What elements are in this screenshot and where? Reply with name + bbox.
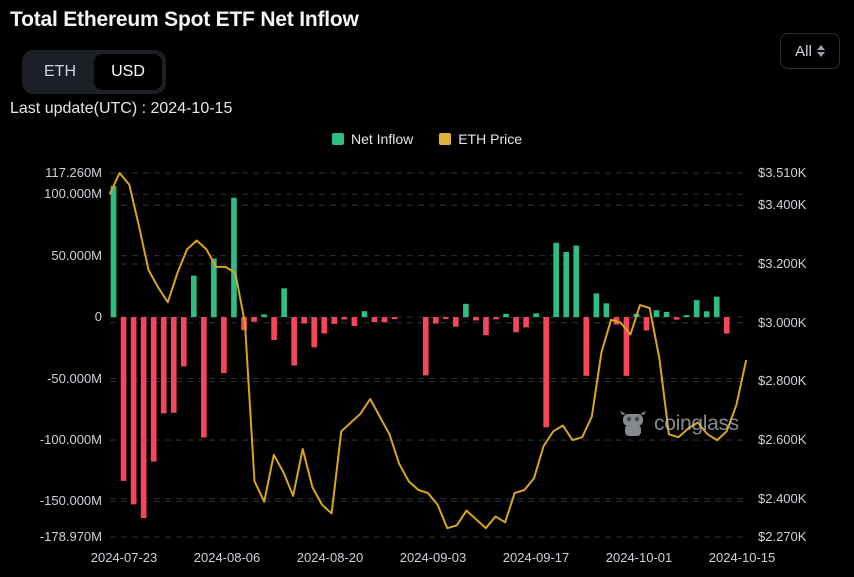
legend-swatch-eth-price — [439, 133, 452, 145]
bar[interactable] — [110, 185, 117, 318]
bar[interactable] — [473, 317, 479, 321]
bar[interactable] — [130, 317, 137, 505]
unit-toggle-usd[interactable]: USD — [94, 54, 162, 90]
bar[interactable] — [311, 317, 318, 348]
y-axis-tick-label: -150.000M — [39, 493, 102, 509]
bar[interactable] — [190, 275, 197, 318]
unit-toggle-eth[interactable]: ETH — [26, 54, 94, 90]
bar[interactable] — [593, 293, 600, 318]
bar[interactable] — [713, 296, 720, 318]
chevron-updown-icon — [816, 45, 825, 57]
bar[interactable] — [603, 303, 610, 318]
bar[interactable] — [493, 317, 499, 320]
bar[interactable] — [261, 314, 267, 318]
bar[interactable] — [331, 317, 338, 324]
y-axis-tick-label: -178.970M — [39, 529, 102, 544]
bar[interactable] — [483, 317, 489, 336]
y2-axis-tick-label: $3.200K — [758, 256, 807, 271]
last-update-label: Last update(UTC) : 2024-10-15 — [10, 100, 233, 117]
y-axis-tick-label: -100.000M — [39, 431, 102, 447]
bar[interactable] — [463, 303, 469, 318]
x-axis-tick-label: 2024-09-03 — [399, 550, 467, 565]
bar[interactable] — [221, 317, 227, 374]
y2-axis-tick-label: $3.510K — [758, 165, 807, 180]
bar[interactable] — [422, 317, 429, 376]
y-axis-tick-label: 50.000M — [51, 247, 102, 263]
y-axis-tick-label: 100.000M — [44, 186, 102, 202]
bar[interactable] — [673, 317, 680, 320]
x-axis-tick-label: 2024-09-17 — [502, 550, 570, 565]
bar[interactable] — [231, 197, 237, 318]
bar[interactable] — [513, 317, 519, 333]
bar[interactable] — [583, 317, 590, 376]
legend-swatch-net-inflow — [331, 133, 344, 145]
legend-item-net-inflow[interactable]: Net Inflow — [331, 131, 414, 147]
price-line — [109, 172, 747, 530]
y2-axis-tick-label: $2.600K — [758, 432, 807, 448]
y2-axis-tick-label: $3.000K — [758, 314, 807, 330]
bar[interactable] — [301, 317, 308, 324]
bar[interactable] — [563, 251, 570, 318]
bar[interactable] — [503, 313, 509, 318]
bar[interactable] — [271, 317, 277, 340]
legend-item-eth-price[interactable]: ETH Price — [439, 131, 522, 147]
bar[interactable] — [663, 311, 670, 318]
bar[interactable] — [573, 245, 580, 318]
bar[interactable] — [442, 317, 449, 320]
bar[interactable] — [150, 317, 157, 462]
bar[interactable] — [523, 317, 529, 328]
y2-axis-tick-label: $3.400K — [758, 197, 807, 213]
y-axis-tick-label: 117.260M — [45, 165, 102, 180]
y2-axis-tick-label: $2.800K — [758, 373, 807, 389]
bar[interactable] — [160, 317, 167, 414]
y2-axis-tick-label: $2.270K — [758, 529, 807, 544]
bar[interactable] — [381, 317, 388, 323]
bar[interactable] — [211, 258, 217, 318]
bar[interactable] — [533, 313, 539, 318]
bar[interactable] — [341, 317, 348, 320]
bar[interactable] — [703, 311, 710, 318]
x-axis-tick-label: 2024-08-20 — [296, 550, 364, 565]
bar[interactable] — [251, 317, 257, 322]
bar[interactable] — [371, 317, 378, 323]
legend-label-eth-price: ETH Price — [458, 131, 523, 147]
bar[interactable] — [140, 317, 147, 519]
bar[interactable] — [543, 317, 549, 428]
page-title: Total Ethereum Spot ETF Net Inflow — [10, 8, 359, 31]
y-axis-tick-label: 0 — [94, 309, 102, 325]
bar[interactable] — [321, 317, 328, 334]
bar[interactable] — [683, 315, 690, 318]
range-select[interactable]: All — [780, 33, 840, 69]
y2-axis-tick-label: $2.400K — [758, 490, 807, 506]
bar[interactable] — [170, 317, 177, 413]
unit-toggle-group[interactable]: ETH USD — [22, 50, 166, 94]
bar[interactable] — [623, 317, 630, 376]
bar[interactable] — [281, 288, 287, 318]
bar[interactable] — [120, 317, 127, 481]
x-axis-tick-label: 2024-10-15 — [708, 550, 776, 565]
x-axis-tick-label: 2024-07-23 — [90, 550, 158, 565]
bar[interactable] — [553, 242, 560, 318]
bar[interactable] — [391, 317, 398, 320]
bar[interactable] — [723, 317, 730, 334]
bar[interactable] — [180, 317, 187, 367]
x-axis-tick-label: 2024-08-06 — [193, 550, 261, 565]
bar[interactable] — [693, 300, 700, 318]
bar[interactable] — [432, 317, 439, 324]
range-select-value: All — [795, 42, 812, 60]
bar[interactable] — [361, 311, 368, 318]
bar[interactable] — [653, 310, 660, 318]
bar[interactable] — [351, 317, 358, 327]
y-axis-tick-label: -50.000M — [47, 370, 102, 386]
bar[interactable] — [453, 317, 459, 327]
bar[interactable] — [291, 317, 297, 366]
legend-label-net-inflow: Net Inflow — [350, 131, 414, 147]
bar[interactable] — [201, 317, 207, 438]
chart-legend: Net Inflow ETH Price — [0, 131, 854, 147]
bar[interactable] — [643, 317, 650, 331]
x-axis-tick-label: 2024-10-01 — [605, 550, 673, 565]
